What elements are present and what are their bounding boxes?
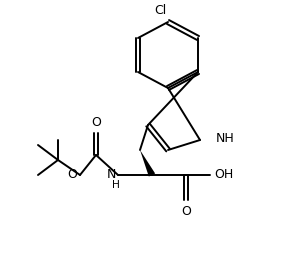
Text: NH: NH (216, 132, 235, 144)
Text: N: N (107, 169, 116, 181)
Text: H: H (112, 180, 120, 190)
Text: O: O (91, 116, 101, 129)
Text: O: O (181, 205, 191, 218)
Polygon shape (140, 150, 155, 176)
Text: O: O (67, 169, 77, 181)
Text: Cl: Cl (154, 4, 166, 16)
Text: OH: OH (214, 169, 233, 181)
